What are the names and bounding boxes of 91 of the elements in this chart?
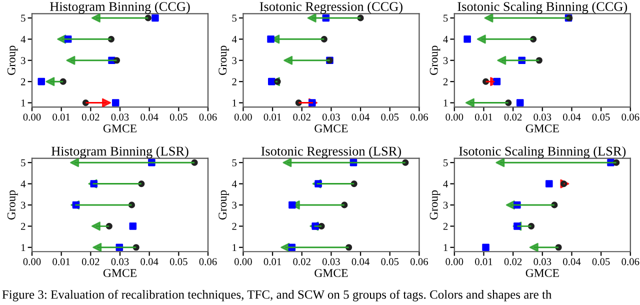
x-tick-label: 0.00 <box>234 258 252 266</box>
y-tick-label: 4 <box>443 36 448 43</box>
x-tick-label: 0.02 <box>293 114 310 121</box>
y-tick-label: 5 <box>444 14 448 22</box>
y-tick-label: 2 <box>21 78 26 86</box>
x-tick-label: 0.06 <box>622 114 640 121</box>
chart-title: Isotonic Scaling Binning (LSR) <box>459 146 626 158</box>
y-tick-label: 3 <box>232 57 237 64</box>
x-tick-label: 0.04 <box>352 114 370 121</box>
y-tick-label: 5 <box>21 159 26 166</box>
x-tick-label: 0.05 <box>381 114 399 121</box>
x-tick-label: 0.00 <box>23 258 41 266</box>
y-axis-title: Group <box>430 190 440 220</box>
y-tick-label: 1 <box>444 244 448 251</box>
y-tick-label: 3 <box>443 202 448 209</box>
chart-title: Isotonic Scaling Binning (CCG) <box>458 2 628 14</box>
y-tick-label: 3 <box>21 202 26 209</box>
x-tick-label: 0.02 <box>82 258 100 266</box>
y-tick-label: 3 <box>21 57 26 64</box>
x-tick-label: 0.06 <box>622 258 640 266</box>
y-axis-title: Group <box>218 46 229 75</box>
y-tick-label: 4 <box>20 36 26 43</box>
x-tick-label: 0.03 <box>534 114 552 121</box>
x-tick-label: 0.01 <box>475 114 492 121</box>
y-tick-label: 4 <box>232 36 237 43</box>
y-tick-label: 1 <box>444 100 448 106</box>
x-tick-label: 0.00 <box>446 114 464 121</box>
y-tick-label: 2 <box>443 78 448 86</box>
x-tick-label: 0.00 <box>234 114 252 121</box>
y-axis-title: Group <box>7 46 18 75</box>
x-tick-label: 0.05 <box>170 258 188 266</box>
x-tick-label: 0.01 <box>52 258 70 266</box>
y-tick-label: 4 <box>232 180 237 188</box>
y-tick-label: 4 <box>443 180 448 188</box>
x-tick-label: 0.03 <box>111 258 129 266</box>
x-tick-label: 0.05 <box>170 114 188 121</box>
y-tick-label: 3 <box>443 57 448 64</box>
x-tick-label: 0.04 <box>140 114 158 121</box>
y-tick-label: 3 <box>232 202 237 209</box>
y-tick-label: 2 <box>232 222 236 230</box>
x-tick-label: 0.02 <box>82 114 100 121</box>
x-tick-label: 0.00 <box>446 258 464 266</box>
y-tick-label: 1 <box>232 100 236 106</box>
x-axis-title: GMCE <box>314 269 348 278</box>
x-tick-label: 0.02 <box>504 114 522 121</box>
x-tick-label: 0.01 <box>52 114 70 121</box>
x-tick-label: 0.03 <box>322 258 340 266</box>
y-axis-title: Group <box>430 46 440 75</box>
y-tick-label: 5 <box>232 159 237 166</box>
y-tick-label: 5 <box>21 14 26 22</box>
x-tick-label: 0.05 <box>381 258 399 266</box>
x-axis-title: GMCE <box>103 269 136 278</box>
y-tick-label: 5 <box>232 14 237 22</box>
x-tick-label: 0.06 <box>410 114 428 121</box>
y-tick-label: 5 <box>444 159 448 166</box>
y-tick-label: 1 <box>21 100 26 106</box>
x-tick-label: 0.02 <box>504 258 522 266</box>
x-tick-label: 0.01 <box>475 258 492 266</box>
x-axis-title: GMCE <box>526 124 559 132</box>
chart-title: Histogram Binning (LSR) <box>51 146 188 158</box>
x-tick-label: 0.01 <box>264 258 282 266</box>
x-axis-title: GMCE <box>314 124 348 132</box>
y-tick-label: 2 <box>443 222 448 230</box>
x-tick-label: 0.05 <box>592 258 610 266</box>
y-axis-title: Group <box>7 190 18 220</box>
x-tick-label: 0.06 <box>199 258 217 266</box>
caption: Figure 3: Evaluation of recalibration techniques, TFC, and SCW on 5 groups of tags. Colors and shapes are th <box>2 290 552 302</box>
x-axis-title: GMCE <box>526 269 559 278</box>
x-tick-label: 0.00 <box>23 114 41 121</box>
x-tick-label: 0.05 <box>592 114 610 121</box>
y-tick-label: 4 <box>20 180 26 188</box>
x-tick-label: 0.04 <box>352 258 370 266</box>
x-tick-label: 0.01 <box>264 114 282 121</box>
y-tick-label: 2 <box>21 222 26 230</box>
x-tick-label: 0.03 <box>534 258 552 266</box>
y-tick-label: 1 <box>232 244 236 251</box>
x-axis-title: GMCE <box>103 124 136 132</box>
chart-title: Isotonic Regression (LSR) <box>261 146 401 158</box>
y-axis-title: Group <box>218 190 229 220</box>
x-tick-label: 0.03 <box>111 114 129 121</box>
y-tick-label: 1 <box>21 244 26 251</box>
x-tick-label: 0.03 <box>322 114 340 121</box>
chart-title: Histogram Binning (CCG) <box>50 2 190 14</box>
x-tick-label: 0.02 <box>293 258 310 266</box>
x-tick-label: 0.06 <box>199 114 217 121</box>
x-tick-label: 0.04 <box>563 258 581 266</box>
x-tick-label: 0.04 <box>140 258 158 266</box>
y-tick-label: 2 <box>232 78 236 86</box>
chart-title: Isotonic Regression (CCG) <box>260 2 402 14</box>
x-tick-label: 0.06 <box>410 258 428 266</box>
x-tick-label: 0.04 <box>563 114 581 121</box>
